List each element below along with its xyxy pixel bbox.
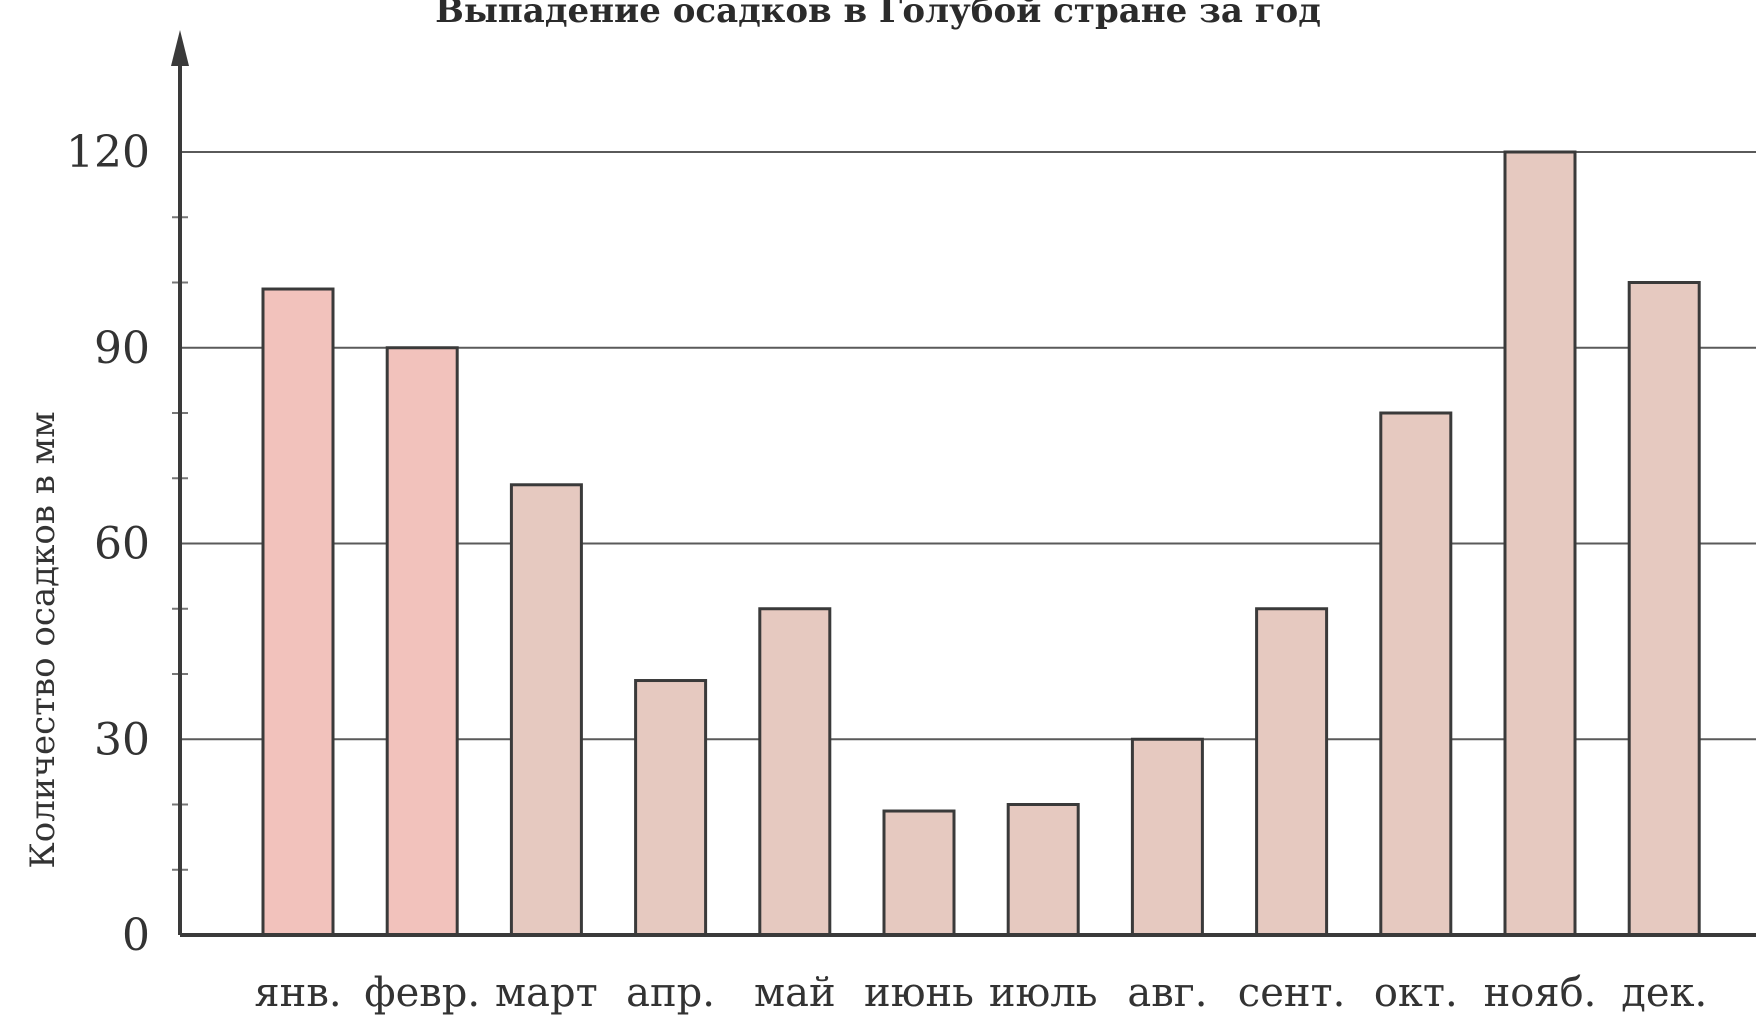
y-tick-label: 60 bbox=[94, 519, 150, 570]
x-tick-label: июнь bbox=[864, 970, 974, 1016]
x-tick-label: март bbox=[495, 970, 598, 1016]
bar bbox=[882, 809, 956, 937]
x-tick-label: янв. bbox=[254, 970, 341, 1016]
x-tick-label: сент. bbox=[1238, 970, 1346, 1016]
axes bbox=[171, 30, 1756, 937]
bar bbox=[1255, 607, 1329, 937]
bar bbox=[758, 607, 832, 937]
x-tick-label: окт. bbox=[1374, 970, 1458, 1016]
bars bbox=[261, 150, 1701, 937]
bar bbox=[261, 287, 335, 937]
bar bbox=[1379, 411, 1453, 937]
bar bbox=[1503, 150, 1577, 937]
x-tick-label: июль bbox=[989, 970, 1098, 1016]
y-tick-label: 0 bbox=[122, 910, 150, 961]
chart-title: Выпадение осадков в Голубой стране за го… bbox=[435, 0, 1321, 31]
x-tick-labels: янв. февр. март апр. май июнь июль авг. сент. окт… bbox=[254, 970, 1707, 1016]
bar bbox=[385, 346, 459, 937]
bar bbox=[634, 679, 708, 937]
x-tick-label: дек. bbox=[1621, 970, 1707, 1016]
y-axis-label: Количество осадков в мм bbox=[23, 411, 63, 868]
y-axis-arrow-icon bbox=[171, 30, 189, 66]
bar bbox=[1627, 281, 1701, 937]
bar bbox=[1006, 803, 1080, 937]
x-tick-label: нояб. bbox=[1484, 970, 1597, 1016]
y-tick-label: 90 bbox=[94, 323, 150, 374]
y-tick-labels: 0 30 60 90 120 bbox=[66, 127, 150, 961]
y-tick-label: 30 bbox=[94, 714, 150, 765]
x-tick-label: май bbox=[754, 970, 836, 1016]
x-tick-label: апр. bbox=[626, 970, 715, 1016]
bar bbox=[509, 483, 583, 937]
bar bbox=[1130, 737, 1204, 937]
y-tick-label: 120 bbox=[66, 127, 150, 178]
x-tick-label: авг. bbox=[1127, 970, 1207, 1016]
x-tick-label: февр. bbox=[364, 970, 480, 1016]
